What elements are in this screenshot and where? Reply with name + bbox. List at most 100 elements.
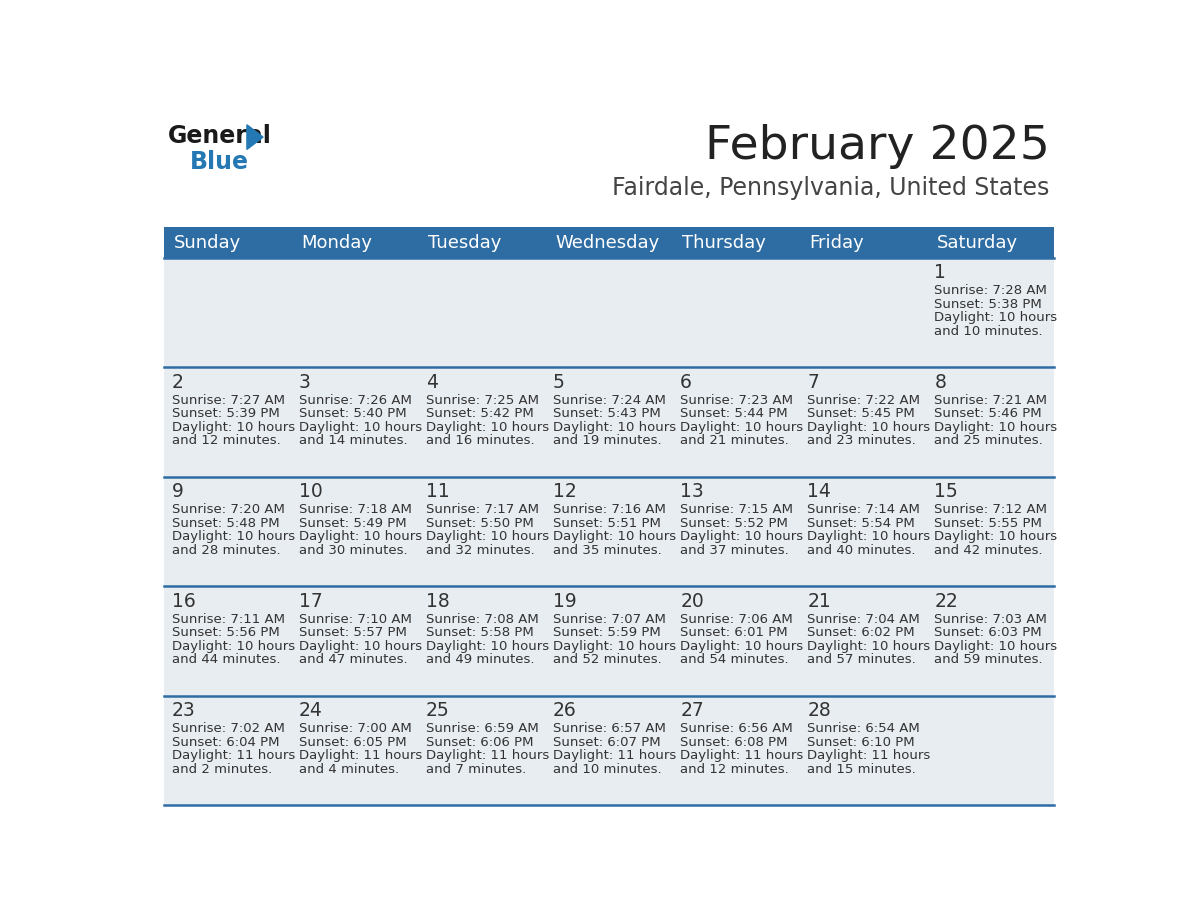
Text: 15: 15 [934,482,958,501]
Text: Daylight: 10 hours: Daylight: 10 hours [934,311,1057,324]
Text: and 28 minutes.: and 28 minutes. [172,543,280,556]
Text: Sunrise: 7:21 AM: Sunrise: 7:21 AM [934,394,1048,407]
Text: Sunset: 5:49 PM: Sunset: 5:49 PM [299,517,406,530]
Text: and 14 minutes.: and 14 minutes. [299,434,407,447]
Text: 1: 1 [934,263,946,283]
Text: Sunrise: 7:17 AM: Sunrise: 7:17 AM [426,503,539,516]
Text: Sunrise: 7:02 AM: Sunrise: 7:02 AM [172,722,285,735]
Text: Sunset: 5:38 PM: Sunset: 5:38 PM [934,297,1042,310]
Text: Daylight: 10 hours: Daylight: 10 hours [681,530,803,543]
Text: and 10 minutes.: and 10 minutes. [554,763,662,776]
Text: Sunset: 5:52 PM: Sunset: 5:52 PM [681,517,788,530]
Text: 11: 11 [426,482,450,501]
Text: and 12 minutes.: and 12 minutes. [172,434,280,447]
Text: and 4 minutes.: and 4 minutes. [299,763,399,776]
Text: Sunset: 5:55 PM: Sunset: 5:55 PM [934,517,1042,530]
Text: Daylight: 11 hours: Daylight: 11 hours [681,749,803,762]
Text: Sunset: 5:40 PM: Sunset: 5:40 PM [299,408,406,420]
Text: and 19 minutes.: and 19 minutes. [554,434,662,447]
Text: 17: 17 [299,592,323,610]
Text: and 21 minutes.: and 21 minutes. [681,434,789,447]
Text: and 25 minutes.: and 25 minutes. [934,434,1043,447]
Text: Daylight: 10 hours: Daylight: 10 hours [426,420,549,433]
Text: Sunset: 5:46 PM: Sunset: 5:46 PM [934,408,1042,420]
Text: and 54 minutes.: and 54 minutes. [681,653,789,666]
Text: Daylight: 11 hours: Daylight: 11 hours [426,749,549,762]
Text: Sunset: 6:06 PM: Sunset: 6:06 PM [426,735,533,749]
Text: and 37 minutes.: and 37 minutes. [681,543,789,556]
Text: Sunset: 5:59 PM: Sunset: 5:59 PM [554,626,661,639]
Text: Sunset: 6:01 PM: Sunset: 6:01 PM [681,626,788,639]
Text: 12: 12 [554,482,577,501]
Text: Sunset: 5:39 PM: Sunset: 5:39 PM [172,408,279,420]
Text: Sunrise: 7:03 AM: Sunrise: 7:03 AM [934,612,1048,626]
Text: Sunset: 6:04 PM: Sunset: 6:04 PM [172,735,279,749]
Text: Sunset: 5:43 PM: Sunset: 5:43 PM [554,408,661,420]
Text: 5: 5 [554,373,565,392]
Text: Sunset: 6:07 PM: Sunset: 6:07 PM [554,735,661,749]
Text: Daylight: 10 hours: Daylight: 10 hours [554,530,676,543]
Text: 4: 4 [426,373,438,392]
Text: Sunset: 5:58 PM: Sunset: 5:58 PM [426,626,533,639]
Text: Sunset: 5:51 PM: Sunset: 5:51 PM [554,517,661,530]
Text: 9: 9 [172,482,184,501]
Text: and 52 minutes.: and 52 minutes. [554,653,662,666]
Text: Daylight: 10 hours: Daylight: 10 hours [172,530,295,543]
Text: Daylight: 10 hours: Daylight: 10 hours [172,640,295,653]
Text: Saturday: Saturday [936,233,1018,252]
Text: Sunset: 6:05 PM: Sunset: 6:05 PM [299,735,406,749]
Text: Daylight: 11 hours: Daylight: 11 hours [554,749,676,762]
Text: 3: 3 [299,373,311,392]
Text: Sunset: 5:42 PM: Sunset: 5:42 PM [426,408,533,420]
Text: General: General [168,124,272,148]
Text: Sunrise: 7:24 AM: Sunrise: 7:24 AM [554,394,666,407]
Text: 2: 2 [172,373,184,392]
Text: Sunday: Sunday [175,233,241,252]
Text: Sunrise: 7:12 AM: Sunrise: 7:12 AM [934,503,1048,516]
Text: 6: 6 [681,373,693,392]
Text: and 57 minutes.: and 57 minutes. [808,653,916,666]
Text: 10: 10 [299,482,323,501]
Text: 21: 21 [808,592,830,610]
Text: Sunset: 5:50 PM: Sunset: 5:50 PM [426,517,533,530]
Text: and 44 minutes.: and 44 minutes. [172,653,280,666]
Text: Sunrise: 7:28 AM: Sunrise: 7:28 AM [934,285,1048,297]
Text: and 12 minutes.: and 12 minutes. [681,763,789,776]
Text: Friday: Friday [809,233,865,252]
Text: and 10 minutes.: and 10 minutes. [934,325,1043,338]
Text: Sunrise: 7:06 AM: Sunrise: 7:06 AM [681,612,792,626]
Text: Sunrise: 6:56 AM: Sunrise: 6:56 AM [681,722,792,735]
Text: Sunrise: 6:59 AM: Sunrise: 6:59 AM [426,722,538,735]
Text: Sunset: 6:02 PM: Sunset: 6:02 PM [808,626,915,639]
Bar [164,258,1054,367]
Text: Daylight: 10 hours: Daylight: 10 hours [299,530,422,543]
Text: 28: 28 [808,701,830,721]
Text: and 32 minutes.: and 32 minutes. [426,543,535,556]
Text: 27: 27 [681,701,704,721]
Text: Sunrise: 7:07 AM: Sunrise: 7:07 AM [554,612,666,626]
Text: Blue: Blue [190,151,248,174]
Text: and 16 minutes.: and 16 minutes. [426,434,535,447]
Text: Sunrise: 7:22 AM: Sunrise: 7:22 AM [808,394,921,407]
Text: Sunrise: 6:57 AM: Sunrise: 6:57 AM [554,722,666,735]
Text: and 59 minutes.: and 59 minutes. [934,653,1043,666]
Text: 24: 24 [299,701,323,721]
Text: Sunrise: 7:25 AM: Sunrise: 7:25 AM [426,394,539,407]
Bar [164,227,1054,258]
Text: 18: 18 [426,592,450,610]
Text: 26: 26 [554,701,577,721]
Text: Sunset: 6:03 PM: Sunset: 6:03 PM [934,626,1042,639]
Text: Thursday: Thursday [682,233,766,252]
Text: Daylight: 11 hours: Daylight: 11 hours [808,749,930,762]
Text: 25: 25 [426,701,450,721]
Text: 20: 20 [681,592,704,610]
Text: Daylight: 10 hours: Daylight: 10 hours [934,530,1057,543]
Text: and 40 minutes.: and 40 minutes. [808,543,916,556]
Polygon shape [247,125,263,150]
Text: Sunrise: 7:16 AM: Sunrise: 7:16 AM [554,503,666,516]
Text: Sunset: 6:10 PM: Sunset: 6:10 PM [808,735,915,749]
Text: and 47 minutes.: and 47 minutes. [299,653,407,666]
Text: Sunset: 5:56 PM: Sunset: 5:56 PM [172,626,279,639]
Text: February 2025: February 2025 [704,124,1050,169]
Text: and 35 minutes.: and 35 minutes. [554,543,662,556]
